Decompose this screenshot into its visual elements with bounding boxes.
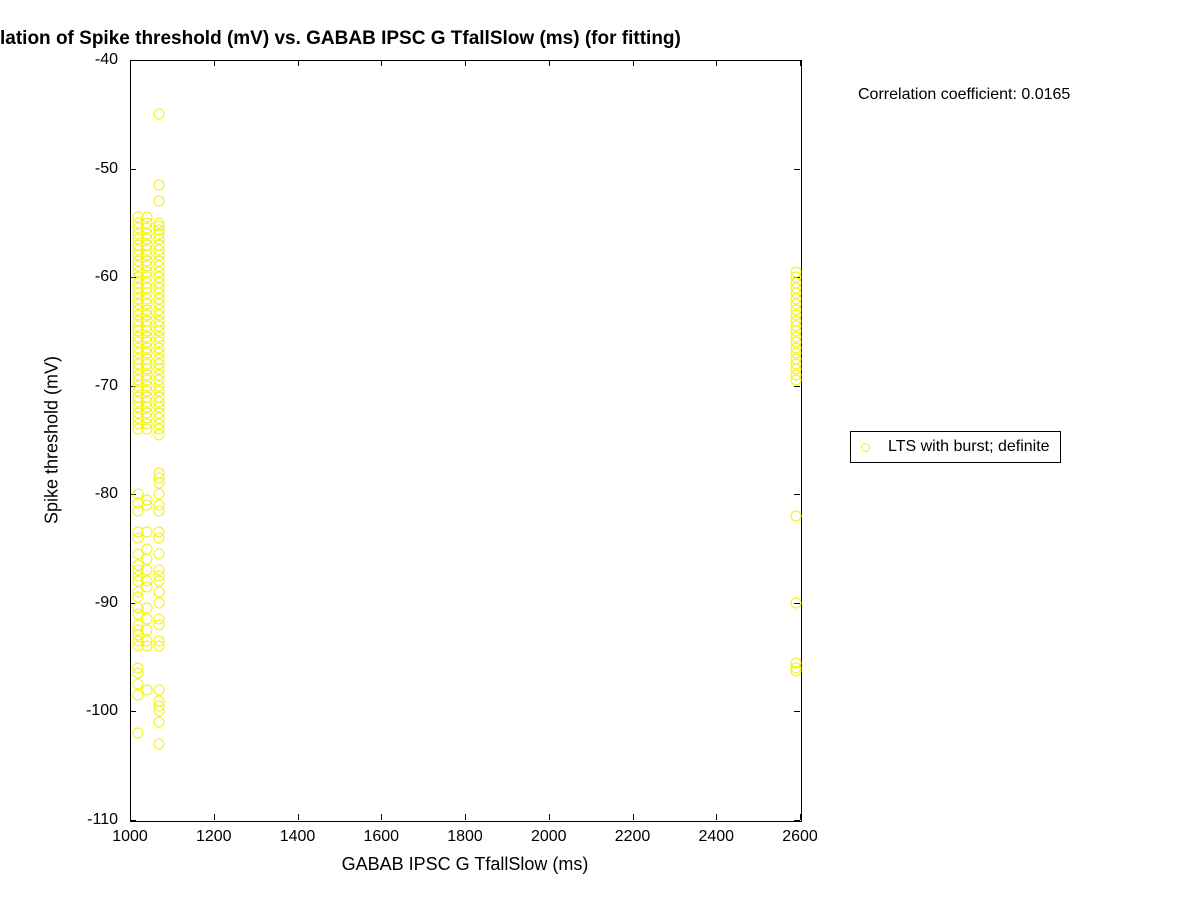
y-tick-label: -110: [78, 811, 118, 829]
x-tick: [298, 60, 299, 66]
data-point: [790, 597, 801, 608]
x-tick: [214, 60, 215, 66]
data-point: [790, 375, 801, 386]
legend-label: LTS with burst; definite: [888, 438, 1050, 456]
y-tick-label: -90: [78, 594, 118, 612]
x-tick: [800, 60, 801, 66]
data-point: [141, 500, 152, 511]
x-tick: [633, 814, 634, 820]
legend-marker-icon: [861, 443, 870, 452]
data-point: [133, 728, 144, 739]
data-point: [154, 587, 165, 598]
y-tick-label: -50: [78, 160, 118, 178]
y-tick: [794, 820, 800, 821]
x-tick-label: 1600: [363, 828, 399, 846]
data-point: [141, 565, 152, 576]
data-point: [154, 109, 165, 120]
y-tick-label: -80: [78, 485, 118, 503]
x-tick: [214, 814, 215, 820]
data-point: [141, 527, 152, 538]
plot-area: [130, 60, 802, 822]
data-point: [154, 739, 165, 750]
x-tick-label: 2000: [531, 828, 567, 846]
y-tick-label: -100: [78, 702, 118, 720]
data-point: [154, 717, 165, 728]
x-tick: [465, 60, 466, 66]
x-tick: [549, 814, 550, 820]
x-tick: [298, 814, 299, 820]
data-point: [154, 179, 165, 190]
x-axis-label: GABAB IPSC G TfallSlow (ms): [342, 854, 589, 875]
x-tick-label: 1800: [447, 828, 483, 846]
x-tick-label: 2200: [615, 828, 651, 846]
y-tick: [130, 169, 136, 170]
y-tick-label: -70: [78, 377, 118, 395]
x-tick: [716, 60, 717, 66]
x-tick: [381, 60, 382, 66]
data-point: [154, 478, 165, 489]
data-point: [154, 429, 165, 440]
data-point: [154, 619, 165, 630]
x-tick: [633, 60, 634, 66]
y-tick: [794, 494, 800, 495]
y-tick-label: -40: [78, 51, 118, 69]
y-tick: [130, 711, 136, 712]
data-point: [141, 684, 152, 695]
x-tick-label: 1000: [112, 828, 148, 846]
data-point: [154, 532, 165, 543]
x-tick-label: 2600: [782, 828, 818, 846]
y-tick: [794, 60, 800, 61]
data-point: [141, 625, 152, 636]
data-point: [133, 668, 144, 679]
data-point: [141, 614, 152, 625]
data-point: [154, 684, 165, 695]
data-point: [154, 597, 165, 608]
data-point: [154, 489, 165, 500]
data-point: [154, 576, 165, 587]
y-tick: [794, 711, 800, 712]
data-point: [141, 581, 152, 592]
data-point: [154, 196, 165, 207]
data-point: [154, 505, 165, 516]
x-tick-label: 1400: [280, 828, 316, 846]
data-point: [141, 543, 152, 554]
data-point: [141, 641, 152, 652]
legend: LTS with burst; definite: [850, 431, 1061, 463]
x-tick: [716, 814, 717, 820]
data-point: [790, 511, 801, 522]
data-point: [141, 424, 152, 435]
correlation-annotation: Correlation coefficient: 0.0165: [858, 86, 1070, 104]
data-point: [154, 706, 165, 717]
y-tick: [130, 820, 136, 821]
chart-title: lation of Spike threshold (mV) vs. GABAB…: [0, 28, 681, 50]
y-tick-label: -60: [78, 268, 118, 286]
y-tick: [794, 386, 800, 387]
y-tick: [130, 60, 136, 61]
x-tick: [549, 60, 550, 66]
data-point: [141, 554, 152, 565]
data-point: [141, 603, 152, 614]
data-point: [154, 641, 165, 652]
data-point: [133, 592, 144, 603]
x-tick: [381, 814, 382, 820]
data-point: [790, 666, 801, 677]
x-tick-label: 1200: [196, 828, 232, 846]
x-tick: [465, 814, 466, 820]
x-tick: [800, 814, 801, 820]
y-axis-label: Spike threshold (mV): [42, 356, 63, 524]
data-point: [154, 549, 165, 560]
y-tick: [794, 169, 800, 170]
x-tick-label: 2400: [698, 828, 734, 846]
